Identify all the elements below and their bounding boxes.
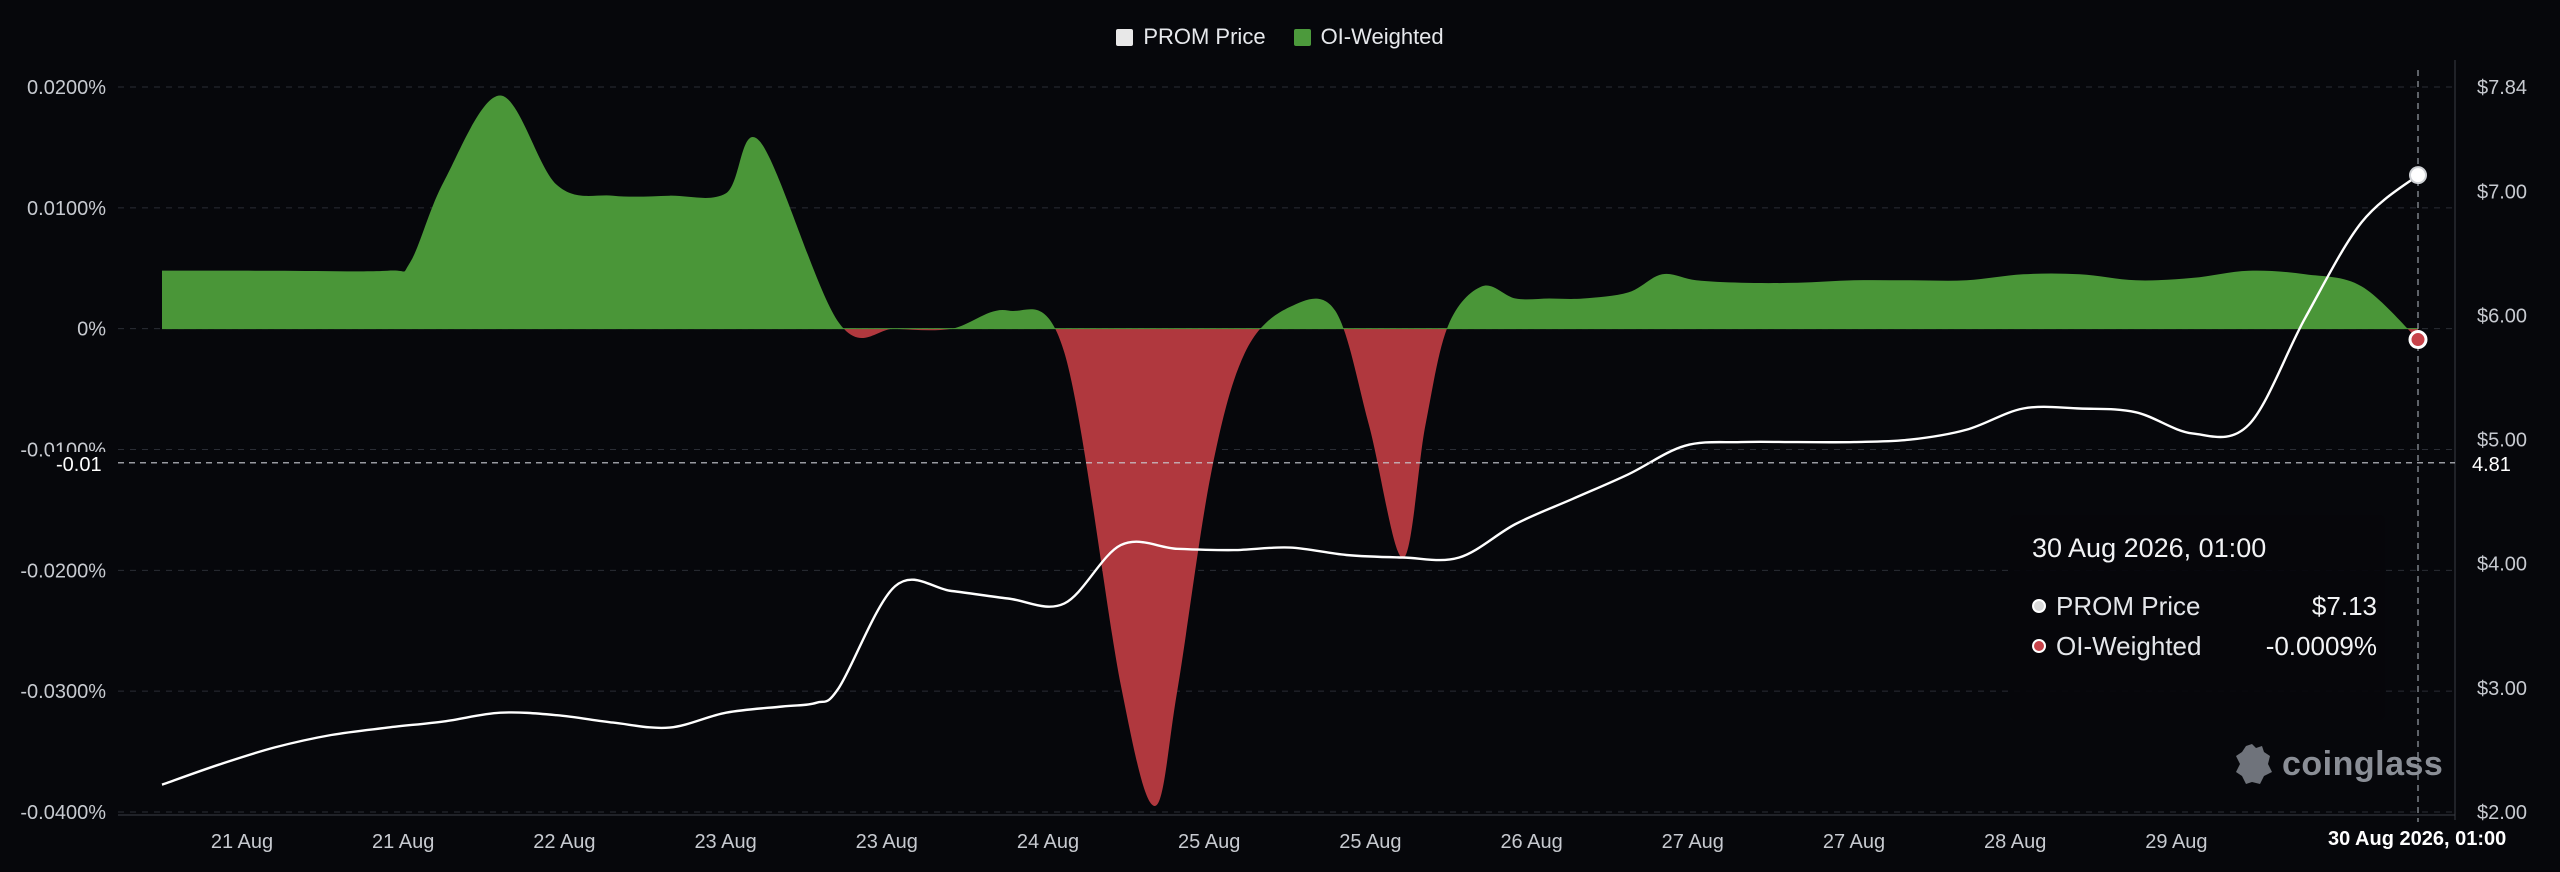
watermark-text: coinglass [2282, 744, 2444, 783]
x-axis-tick-label: 22 Aug [533, 831, 595, 853]
x-axis-tick-label: 26 Aug [1500, 831, 1562, 853]
tooltip-title: 30 Aug 2026, 01:00 [2032, 533, 2267, 563]
tooltip-dot-oi-weighted [2032, 639, 2046, 653]
left-axis-tick-label: 0.0100% [27, 198, 106, 220]
legend-item-oi-weighted[interactable]: OI-Weighted [1293, 24, 1444, 50]
tooltip: 30 Aug 2026, 01:00 PROM Price $7.13 OI-W… [2010, 515, 2385, 720]
chart-legend: PROM Price OI-Weighted [0, 24, 2560, 50]
tooltip-value-price: $7.13 [2311, 591, 2377, 621]
x-axis-tick-label: 27 Aug [1823, 831, 1885, 853]
legend-label-price: PROM Price [1143, 24, 1266, 49]
crosshair-left-label: -0.01 [50, 452, 108, 479]
right-axis-tick-label: $7.84 [2477, 77, 2527, 99]
x-axis-tick-label: 27 Aug [1662, 831, 1724, 853]
right-axis-tick-label: $5.00 [2477, 430, 2527, 452]
legend-swatch-price [1116, 28, 1134, 46]
x-axis-tick-label: 23 Aug [856, 831, 918, 853]
left-axis-tick-label: -0.0300% [20, 681, 106, 703]
oi-hover-point [2408, 330, 2428, 350]
legend-label-oi-weighted: OI-Weighted [1320, 24, 1444, 49]
crosshair-bottom-label: 30 Aug 2026, 01:00 [2322, 826, 2513, 853]
x-axis-tick-label: 25 Aug [1178, 831, 1240, 853]
left-axis-tick-label: 0% [77, 319, 106, 341]
x-axis-tick-label: 21 Aug [211, 831, 273, 853]
tooltip-value-oi-weighted: -0.0009% [2265, 631, 2377, 661]
oi-weighted-positive-area [162, 95, 2408, 329]
legend-swatch-oi-weighted [1293, 28, 1311, 46]
tooltip-label-price: PROM Price [2056, 591, 2201, 621]
x-axis-tick-label: 28 Aug [1984, 831, 2046, 853]
x-axis-tick-label: 29 Aug [2145, 831, 2207, 853]
price-hover-point [2409, 166, 2427, 185]
left-axis-tick-label: -0.0400% [20, 802, 106, 824]
x-axis-tick-label: 23 Aug [694, 831, 756, 853]
left-axis-tick-label: -0.0200% [20, 560, 106, 582]
x-axis-tick-label: 25 Aug [1339, 831, 1401, 853]
x-axis-tick-label: 24 Aug [1017, 831, 1079, 853]
legend-item-price[interactable]: PROM Price [1116, 24, 1266, 50]
left-axis-tick-label: 0.0200% [27, 77, 106, 99]
coinglass-watermark: coinglass [2234, 742, 2443, 786]
coinglass-logo-icon [2236, 744, 2272, 784]
tooltip-label-oi-weighted: OI-Weighted [2056, 631, 2202, 661]
right-axis-tick-label: $6.00 [2477, 305, 2527, 327]
prom-price-line [161, 174, 2419, 786]
x-axis-tick-label: 21 Aug [372, 831, 434, 853]
tooltip-dot-price [2032, 599, 2046, 613]
right-axis-tick-label: $4.00 [2477, 554, 2527, 576]
right-axis-tick-label: $2.00 [2477, 802, 2527, 824]
crosshair-right-label: 4.81 [2466, 452, 2517, 479]
right-axis-tick-label: $7.00 [2477, 181, 2527, 203]
right-axis-tick-label: $3.00 [2477, 678, 2527, 700]
